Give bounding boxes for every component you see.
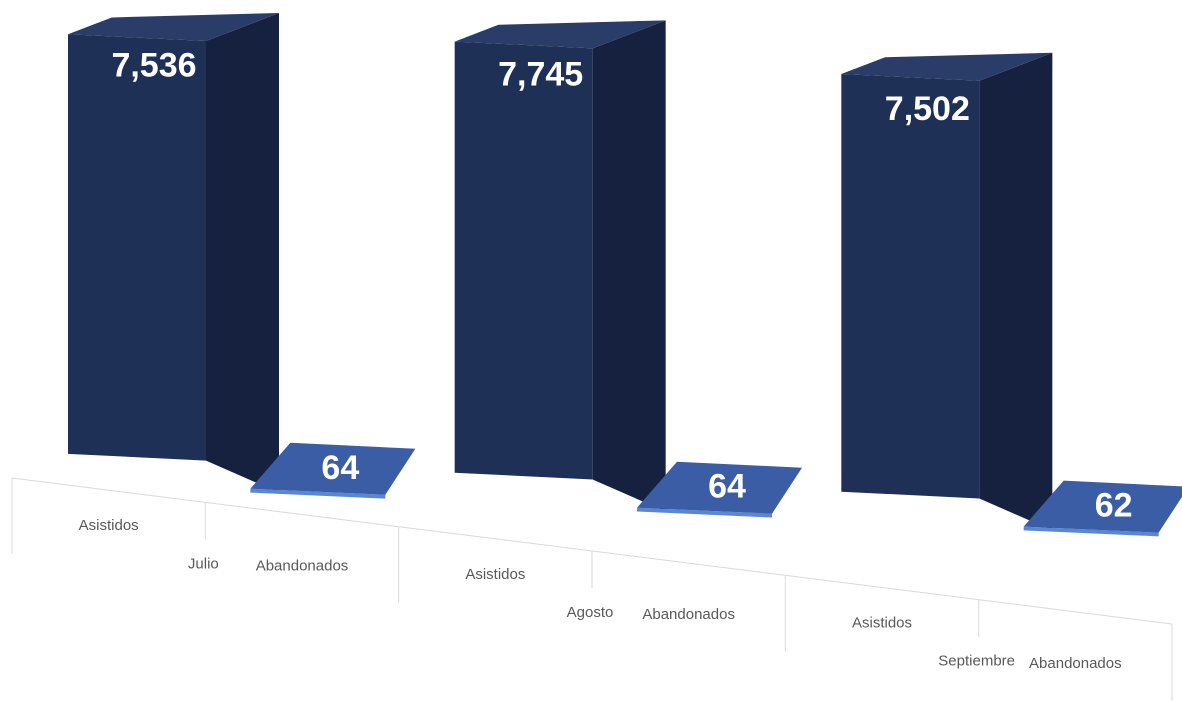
bar-agosto-asistidos xyxy=(454,20,666,512)
group-label: Septiembre xyxy=(938,653,1015,670)
bars xyxy=(68,13,1182,537)
bar-julio-asistidos xyxy=(68,13,279,493)
bar-top-face xyxy=(637,461,802,514)
category-tick-label: Abandonados xyxy=(1029,655,1122,672)
bar-side-face xyxy=(592,20,666,512)
bar-top-face xyxy=(250,442,416,495)
bar-front-face xyxy=(637,507,772,518)
category-tick-label: Asistidos xyxy=(852,615,912,632)
category-tick-label: Asistidos xyxy=(465,566,525,583)
category-tick-label: Abandonados xyxy=(642,606,735,623)
data-label: 62 xyxy=(1095,487,1133,525)
labels: Asistidos 7,536 Abandonados 64 Julio Asistido… xyxy=(79,46,1133,672)
bar-top-face xyxy=(841,52,1053,81)
category-tick-label: Abandonados xyxy=(256,558,349,575)
data-label: 7,502 xyxy=(885,90,970,128)
bar-top-face xyxy=(68,13,279,42)
group-label: Julio xyxy=(188,555,219,572)
category-tick-label: Asistidos xyxy=(79,517,139,534)
data-label: 64 xyxy=(708,468,746,506)
bar-julio-abandonados xyxy=(250,442,416,499)
category-axis xyxy=(11,477,1173,700)
bar-side-face xyxy=(206,13,279,493)
group-label: Agosto xyxy=(567,604,614,621)
bar-septiembre-asistidos xyxy=(841,52,1053,531)
bar-front-face xyxy=(68,34,206,461)
bar-front-face xyxy=(841,74,980,499)
data-label: 7,745 xyxy=(498,56,583,94)
bar-agosto-abandonados xyxy=(637,461,802,518)
bar-front-face xyxy=(454,41,593,480)
bar-front-face xyxy=(1023,526,1159,537)
bar-top-face xyxy=(1023,480,1182,533)
bar-septiembre-abandonados xyxy=(1023,480,1182,537)
bar-top-face xyxy=(454,20,666,49)
bar-side-face xyxy=(979,52,1053,531)
data-label: 64 xyxy=(321,449,359,487)
bar-front-face xyxy=(250,488,386,499)
data-label: 7,536 xyxy=(111,46,196,84)
